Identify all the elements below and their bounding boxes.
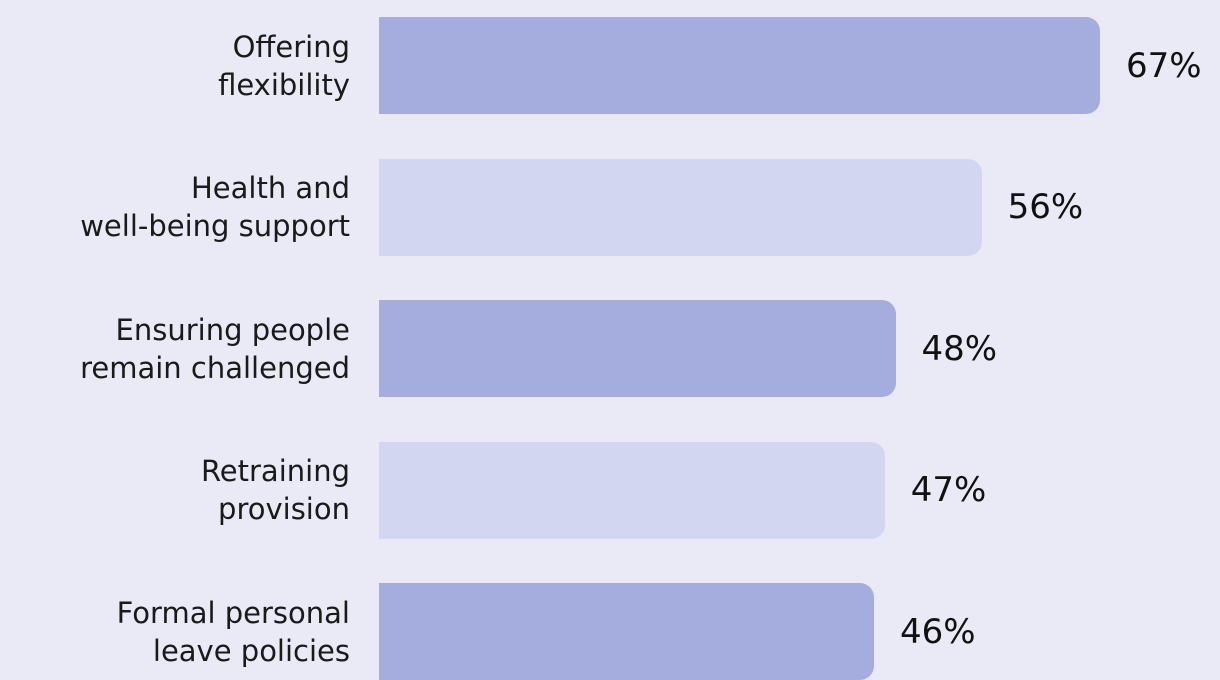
category-label: Ensuring people remain challenged bbox=[80, 312, 350, 385]
category-label: Formal personal leave policies bbox=[116, 595, 350, 668]
bar bbox=[379, 300, 896, 397]
category-label: Retraining provision bbox=[200, 454, 350, 526]
category-label: Offering flexibility bbox=[218, 29, 350, 102]
bar bbox=[379, 441, 885, 539]
value-label: 47% bbox=[910, 470, 987, 510]
bar bbox=[379, 158, 982, 256]
value-label: 67% bbox=[1126, 45, 1202, 86]
bar bbox=[379, 583, 874, 680]
category-label: Health and well-being support bbox=[80, 171, 350, 243]
value-label: 56% bbox=[1007, 187, 1084, 227]
value-label: 48% bbox=[921, 328, 998, 369]
value-label: 46% bbox=[900, 611, 976, 652]
bar bbox=[379, 17, 1100, 114]
